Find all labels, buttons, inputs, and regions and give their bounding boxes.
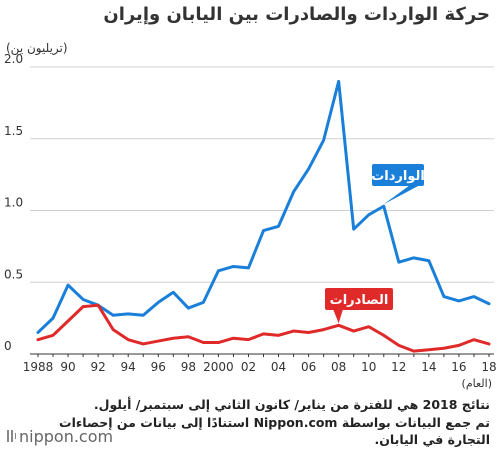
imports-label-box	[372, 164, 424, 186]
logo-text: nippon.com	[19, 427, 114, 446]
logo-mark-icon	[7, 430, 16, 442]
y-tick-label: 1.0	[4, 196, 23, 210]
x-tick-label: 10	[361, 360, 376, 374]
y-tick-label: 0	[4, 339, 12, 353]
x-tick-label: 04	[271, 360, 286, 374]
x-tick-label: 12	[391, 360, 406, 374]
exports-legend-label: الصادرات	[330, 293, 389, 308]
imports-legend-label: الواردات	[371, 169, 425, 184]
x-tick-label: 94	[121, 360, 136, 374]
x-tick-label: 08	[331, 360, 346, 374]
x-axis-label: (العام)	[461, 377, 492, 390]
x-tick-label: 98	[181, 360, 196, 374]
y-axis-unit-label: (تريليون ين)	[6, 41, 68, 55]
note-line-3: التجارة في اليابان.	[374, 432, 490, 447]
imports-series-line	[36, 79, 491, 334]
x-tick-label: 16	[451, 360, 466, 374]
x-tick-label: 2000	[203, 360, 234, 374]
exports-label-box	[325, 288, 393, 310]
x-tick-label: 02	[241, 360, 256, 374]
y-tick-label: 0.5	[4, 267, 23, 281]
x-tick-label: 14	[421, 360, 436, 374]
x-tick-label: 90	[60, 360, 75, 374]
y-tick-label: 1.5	[4, 124, 23, 138]
y-tick-label: 2.0	[4, 52, 23, 66]
nippon-logo: nippon.com	[7, 427, 113, 446]
note-line-2: تم جمع البيانات بواسطة Nippon.com استناد…	[59, 415, 490, 430]
note-line-1: نتائج 2018 هي للفترة من يناير/ كانون الث…	[93, 397, 490, 412]
chart-title: حركة الواردات والصادرات بين اليابان وإير…	[103, 4, 490, 25]
exports-series-line	[36, 303, 491, 353]
x-tick-label: 96	[151, 360, 166, 374]
x-tick-label: 06	[301, 360, 316, 374]
x-tick-label: 1988	[23, 360, 54, 374]
x-tick-label: 18	[481, 360, 496, 374]
exports-label-pointer	[333, 309, 343, 324]
x-tick-label: 92	[90, 360, 105, 374]
imports-label-pointer	[383, 185, 420, 205]
